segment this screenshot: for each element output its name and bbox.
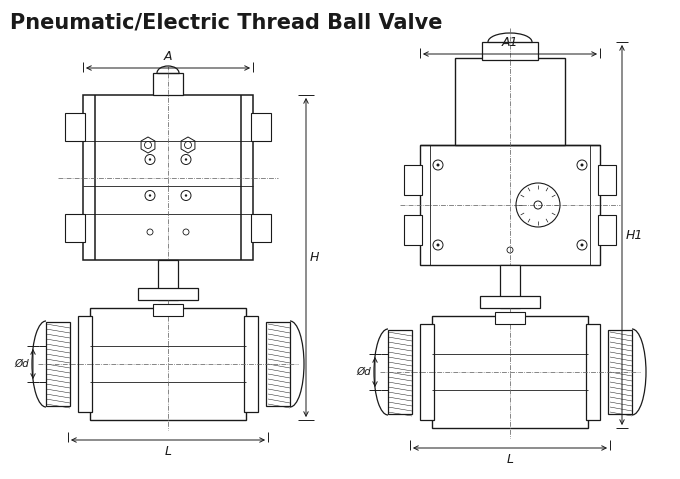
Circle shape <box>185 194 187 197</box>
Circle shape <box>149 158 151 160</box>
Bar <box>90 308 246 420</box>
Bar <box>266 322 290 406</box>
Bar <box>244 316 258 412</box>
Bar <box>388 330 412 414</box>
Bar <box>138 288 198 300</box>
Text: H: H <box>310 251 320 264</box>
Bar <box>500 265 520 308</box>
Circle shape <box>149 194 151 197</box>
Circle shape <box>437 163 439 167</box>
Bar <box>153 73 183 95</box>
Bar <box>608 330 632 414</box>
Circle shape <box>581 163 583 167</box>
Bar <box>598 165 616 195</box>
Bar <box>46 322 70 406</box>
Text: H1: H1 <box>626 228 643 241</box>
Bar <box>495 312 525 324</box>
Bar <box>420 145 600 265</box>
Bar <box>420 324 434 420</box>
Circle shape <box>581 243 583 247</box>
Text: A: A <box>164 50 172 63</box>
Text: L: L <box>165 445 171 458</box>
Bar <box>480 296 540 308</box>
Bar <box>83 95 253 260</box>
Bar <box>598 215 616 245</box>
Bar <box>153 304 183 316</box>
Text: A1: A1 <box>502 36 518 49</box>
Bar <box>482 42 538 60</box>
Bar <box>251 214 271 242</box>
Bar <box>65 214 85 242</box>
Text: L: L <box>507 453 513 466</box>
Bar <box>586 324 600 420</box>
Circle shape <box>437 243 439 247</box>
Text: Pneumatic/Electric Thread Ball Valve: Pneumatic/Electric Thread Ball Valve <box>10 12 443 32</box>
Bar <box>404 215 422 245</box>
Bar <box>65 113 85 141</box>
Bar <box>251 113 271 141</box>
Bar <box>404 165 422 195</box>
Bar <box>158 260 178 300</box>
Text: Ød: Ød <box>14 359 29 369</box>
Bar <box>455 58 565 145</box>
Circle shape <box>185 158 187 160</box>
Bar <box>432 316 588 428</box>
Bar <box>78 316 92 412</box>
Text: Ød: Ød <box>356 367 371 377</box>
